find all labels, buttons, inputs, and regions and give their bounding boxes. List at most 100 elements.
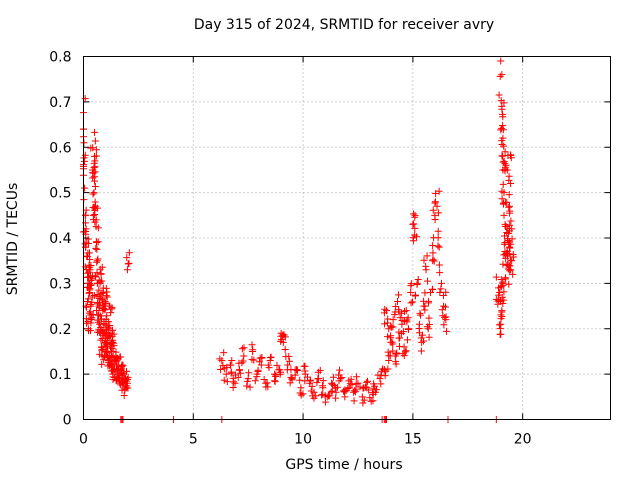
data-point bbox=[95, 276, 103, 284]
data-point bbox=[123, 254, 131, 262]
data-point bbox=[429, 256, 437, 264]
data-point bbox=[91, 157, 99, 165]
data-point bbox=[113, 376, 121, 384]
data-point bbox=[90, 189, 98, 197]
data-point bbox=[331, 384, 339, 392]
data-point bbox=[240, 344, 248, 352]
data-point bbox=[319, 377, 327, 385]
data-point bbox=[508, 225, 516, 233]
data-point bbox=[501, 164, 509, 172]
data-point bbox=[500, 296, 508, 304]
data-point bbox=[492, 273, 500, 281]
data-point bbox=[424, 277, 432, 285]
data-point bbox=[435, 187, 443, 195]
data-point bbox=[85, 289, 93, 297]
data-point bbox=[89, 169, 97, 177]
data-point bbox=[335, 371, 343, 379]
data-point bbox=[123, 266, 131, 274]
data-point bbox=[272, 373, 280, 381]
data-point bbox=[91, 137, 99, 145]
data-point bbox=[497, 311, 505, 319]
data-point bbox=[377, 380, 385, 388]
grid-lines bbox=[83, 56, 611, 420]
data-point bbox=[384, 333, 392, 341]
data-point bbox=[118, 386, 126, 394]
data-point bbox=[325, 392, 333, 400]
data-point bbox=[436, 289, 444, 297]
data-point bbox=[498, 152, 506, 160]
data-point bbox=[219, 361, 227, 369]
data-point bbox=[409, 237, 417, 245]
data-point bbox=[346, 380, 354, 388]
data-point bbox=[246, 383, 254, 391]
data-point bbox=[81, 184, 89, 192]
data-point bbox=[430, 257, 438, 265]
data-point bbox=[423, 252, 431, 260]
data-point bbox=[98, 346, 106, 354]
y-tick-label: 0 bbox=[63, 413, 72, 429]
data-point bbox=[87, 311, 95, 319]
data-point bbox=[351, 387, 359, 395]
data-point bbox=[350, 397, 358, 405]
data-point bbox=[117, 366, 125, 374]
y-tick-label: 0.7 bbox=[49, 95, 71, 111]
data-point bbox=[499, 152, 507, 160]
data-point bbox=[418, 331, 426, 339]
data-point bbox=[321, 398, 329, 406]
data-point bbox=[122, 367, 130, 375]
data-point bbox=[267, 354, 275, 362]
data-point bbox=[439, 312, 447, 320]
data-point bbox=[288, 376, 296, 384]
data-point bbox=[81, 95, 89, 103]
data-point bbox=[306, 376, 314, 384]
data-point bbox=[500, 288, 508, 296]
data-point bbox=[381, 372, 389, 380]
data-point bbox=[97, 270, 105, 278]
data-point bbox=[435, 243, 443, 251]
data-point bbox=[410, 210, 418, 218]
data-point bbox=[508, 235, 516, 243]
data-point bbox=[87, 319, 95, 327]
data-point bbox=[442, 288, 450, 296]
data-point bbox=[92, 152, 100, 160]
x-tick-label: 10 bbox=[294, 432, 312, 448]
data-point bbox=[87, 281, 95, 289]
data-point bbox=[509, 270, 517, 278]
data-point bbox=[416, 309, 424, 317]
data-point bbox=[299, 390, 307, 398]
data-point bbox=[91, 177, 99, 185]
data-point bbox=[248, 341, 256, 349]
data-point bbox=[91, 128, 99, 136]
data-point bbox=[417, 347, 425, 355]
data-point bbox=[91, 198, 99, 206]
data-point bbox=[438, 306, 446, 314]
data-point bbox=[395, 334, 403, 342]
data-point bbox=[344, 384, 352, 392]
data-point bbox=[492, 295, 500, 303]
data-point bbox=[510, 253, 518, 261]
data-point bbox=[285, 352, 293, 360]
data-point bbox=[498, 110, 506, 118]
data-point bbox=[110, 339, 118, 347]
data-point bbox=[98, 263, 106, 271]
data-point bbox=[506, 207, 514, 215]
data-point bbox=[507, 256, 515, 264]
data-point bbox=[94, 224, 102, 232]
data-point bbox=[411, 224, 419, 232]
y-tick-label: 0.6 bbox=[49, 140, 71, 156]
data-point bbox=[506, 262, 514, 270]
y-tick-label: 0.1 bbox=[49, 367, 71, 383]
data-point bbox=[358, 393, 366, 401]
data-point bbox=[87, 282, 95, 290]
data-point bbox=[505, 261, 513, 269]
data-point bbox=[500, 99, 508, 107]
y-tick-label: 0.5 bbox=[49, 186, 71, 202]
data-point bbox=[222, 370, 230, 378]
data-point bbox=[392, 360, 400, 368]
data-point bbox=[335, 377, 343, 385]
data-point bbox=[301, 362, 309, 370]
chart-title: Day 315 of 2024, SRMTID for receiver avr… bbox=[193, 17, 495, 33]
data-point bbox=[498, 282, 506, 290]
data-point bbox=[227, 368, 235, 376]
